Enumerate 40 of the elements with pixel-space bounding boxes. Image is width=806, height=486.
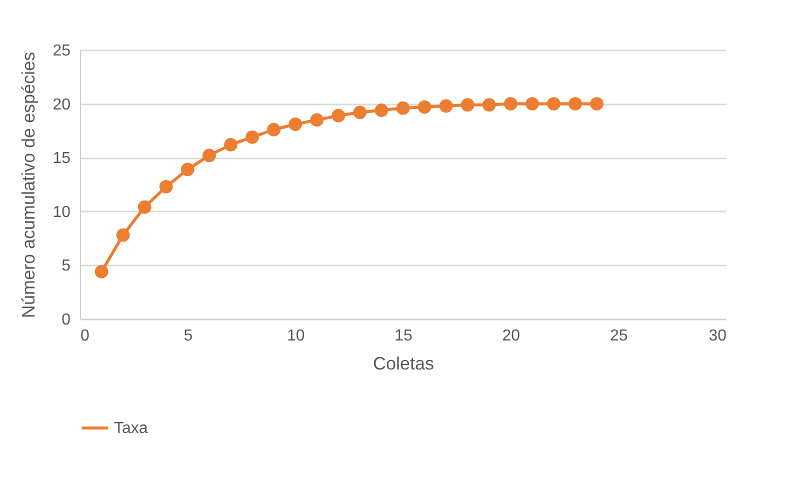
point [547, 97, 560, 110]
point [353, 106, 367, 120]
x-tick-label: 25 [610, 328, 628, 344]
point [460, 98, 474, 112]
point [374, 104, 388, 117]
point [418, 100, 432, 114]
x-axis-title: Coletas [372, 354, 434, 374]
y-axis-title: Número acumulativo de espécies [18, 52, 39, 318]
point [332, 108, 346, 122]
point [525, 97, 539, 110]
point [288, 118, 302, 131]
x-tick-label: 20 [502, 328, 520, 344]
point [180, 162, 194, 176]
point [224, 138, 238, 152]
point [246, 130, 259, 144]
point [202, 148, 216, 162]
point [590, 97, 604, 110]
point [267, 122, 281, 136]
x-tick-label: 5 [184, 328, 193, 344]
x-tick-label: 10 [286, 328, 305, 344]
legend-label: Taxa [114, 420, 148, 437]
point [504, 97, 518, 110]
y-tick-label: 25 [52, 42, 71, 60]
x-tick-label: 0 [80, 328, 90, 344]
point [138, 200, 152, 214]
point [568, 97, 582, 110]
y-tick-label: 20 [52, 96, 71, 114]
point [310, 113, 324, 127]
x-tick-label: 15 [394, 328, 412, 344]
point [159, 180, 173, 194]
point [439, 99, 453, 113]
y-tick-label: 0 [62, 312, 71, 328]
point [482, 98, 496, 112]
y-tick-label: 5 [62, 258, 71, 275]
point [116, 228, 130, 242]
y-tick-label: 10 [52, 204, 71, 221]
point [94, 264, 108, 278]
y-tick-label: 15 [52, 150, 71, 168]
x-tick-label: 30 [708, 328, 727, 344]
point [396, 101, 410, 115]
